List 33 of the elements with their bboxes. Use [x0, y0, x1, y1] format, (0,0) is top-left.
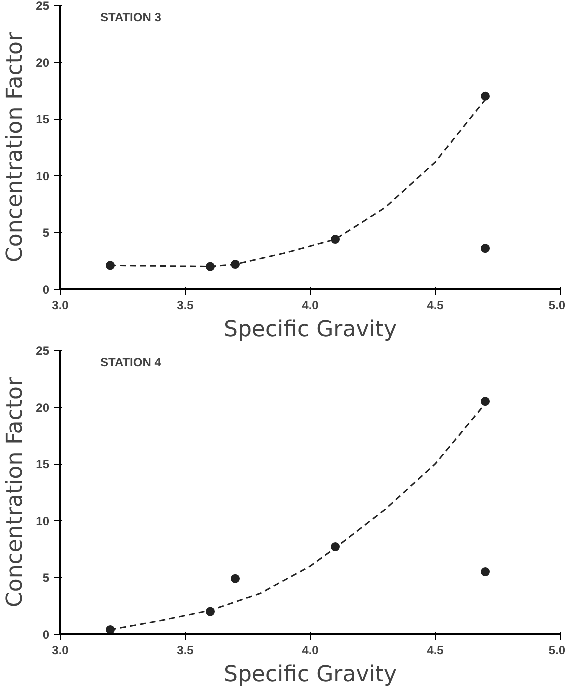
x-tick-label: 4.5: [427, 298, 444, 312]
y-tick-label: 15: [36, 458, 50, 472]
point: [481, 92, 490, 101]
y-tick-label: 15: [36, 112, 50, 127]
point: [481, 397, 490, 406]
x-tick-label: 5.0: [548, 298, 566, 312]
point: [231, 574, 240, 584]
y-tick-label: 5: [42, 226, 50, 240]
y-tick-label: 10: [36, 169, 50, 184]
y-axis-title: Concentration Factor: [3, 32, 28, 262]
x-tick-label: 3.5: [177, 298, 194, 312]
x-tick-label: 3.0: [52, 298, 70, 312]
x-tick-label: 3.0: [52, 644, 70, 658]
x-tick-label: 5.0: [548, 644, 566, 658]
point: [481, 244, 490, 254]
y-tick-label: 0: [42, 628, 50, 642]
y-tick-label: 0: [42, 283, 50, 297]
y-tick-label: 20: [36, 56, 50, 70]
annotation: STATION 3: [100, 10, 162, 24]
x-axis-title: Specific Gravity: [224, 318, 397, 342]
x-tick-label: 4.5: [427, 644, 444, 658]
y-tick-label: 10: [36, 514, 50, 528]
x-tick-label: 4.0: [302, 644, 320, 658]
annotation: STATION 4: [100, 356, 162, 370]
y-axis-title: Concentration Factor: [3, 376, 28, 608]
y-tick-label: 20: [36, 400, 50, 415]
y-tick-label: 5: [42, 571, 50, 586]
y-tick-label: 25: [36, 344, 50, 358]
x-tick-label: 3.5: [177, 644, 194, 658]
x-axis-title: Specific Gravity: [224, 662, 397, 688]
y-tick-label: 25: [36, 0, 50, 13]
point: [481, 568, 490, 577]
x-tick-label: 4.0: [302, 298, 320, 312]
